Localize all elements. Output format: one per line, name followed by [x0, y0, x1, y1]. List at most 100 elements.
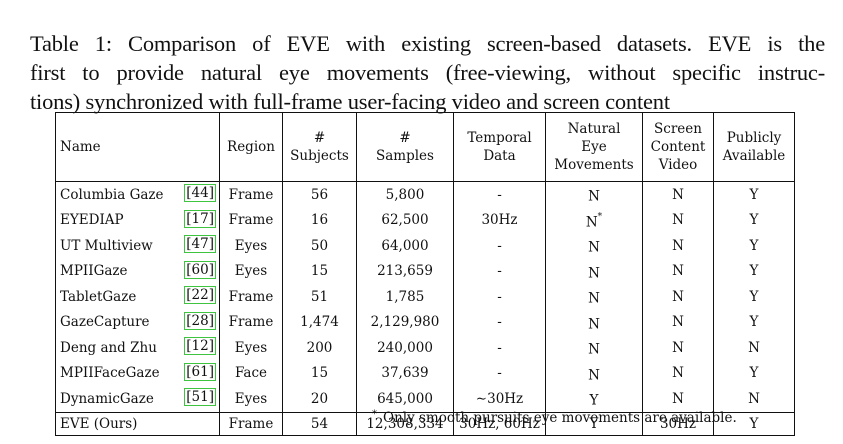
dataset-name-cell: MPIIFaceGaze [61] [55, 360, 220, 386]
temporal-cell: - [453, 360, 546, 386]
region-cell: Eyes [219, 335, 283, 361]
samples-cell: 64,000 [356, 233, 454, 259]
citation-link[interactable]: [61] [184, 362, 216, 381]
dataset-name: TabletGaze [60, 288, 137, 305]
region-cell: Frame [219, 411, 283, 436]
comparison-table: Name Region # Subjects # Samples Temporal D… [55, 112, 795, 436]
table-row: GazeCapture [28] Frame 1,474 2,129,980- N N Y [55, 309, 795, 335]
screen-cell: N [642, 233, 714, 259]
citation-link[interactable]: [17] [184, 209, 216, 228]
header-row: Name Region # Subjects # Samples Temporal D… [55, 112, 795, 182]
samples-cell: 645,000 [356, 386, 454, 412]
table-row: DynamicGaze [51] Eyes 20 645,000 ∼30Hz Y N N [55, 386, 795, 412]
screen-cell: N [642, 284, 714, 310]
header-name: Name [55, 112, 220, 182]
caption-line-1: Table 1: Comparison of EVE with existing… [30, 31, 825, 56]
dataset-name: EVE (Ours) [55, 411, 220, 436]
samples-cell: 62,500 [356, 207, 454, 233]
subjects-cell: 1,474 [282, 309, 357, 335]
natural-cell: N [545, 309, 643, 335]
samples-cell: 12,308,334 [356, 411, 454, 436]
footnote-mark: * [372, 409, 377, 420]
dataset-name-cell: DynamicGaze [51] [55, 386, 220, 412]
public-cell: N [713, 335, 795, 361]
temporal-cell: - [453, 258, 546, 284]
footnote-text: Only smooth pursuits eye movements are a… [383, 410, 737, 426]
samples-cell: 5,800 [356, 181, 454, 208]
dataset-name: DynamicGaze [60, 390, 154, 407]
screen-cell: N [642, 207, 714, 233]
citation-link[interactable]: [22] [184, 286, 216, 304]
natural-cell: N* [545, 207, 643, 233]
dataset-name-cell: UT Multiview [47] [55, 233, 220, 259]
natural-cell: N [545, 258, 643, 284]
table-row: MPIIFaceGaze [61] Face 15 37,639- N N Y [55, 360, 795, 386]
caption-line-3: tions) synchronized with full-frame user… [30, 89, 670, 114]
region-cell: Eyes [219, 233, 283, 259]
citation-link[interactable]: [47] [184, 235, 216, 253]
temporal-cell: - [453, 335, 546, 361]
dataset-name: GazeCapture [60, 314, 150, 331]
header-natural: Natural Eye Movements [545, 112, 643, 182]
screen-cell: N [642, 309, 714, 335]
samples-cell: 213,659 [356, 258, 454, 284]
dataset-name: Deng and Zhu [60, 339, 157, 356]
dataset-name: Columbia Gaze [60, 186, 164, 203]
footnote: * Only smooth pursuits eye movements are … [372, 409, 737, 426]
screen-cell: N [642, 386, 714, 412]
samples-cell: 240,000 [356, 335, 454, 361]
table-row: Columbia Gaze [44] Frame 56 5,800- N N Y [55, 181, 795, 208]
dataset-name: MPIIFaceGaze [60, 365, 160, 382]
citation-link[interactable]: [60] [184, 260, 216, 279]
region-cell: Frame [219, 284, 283, 310]
citation-link[interactable]: [12] [184, 337, 216, 355]
header-samples: # Samples [356, 112, 454, 182]
dataset-name-cell: Deng and Zhu [12] [55, 335, 220, 361]
subjects-cell: 51 [282, 284, 357, 310]
table-caption: Table 1: Comparison of EVE with existing… [30, 29, 825, 116]
table-row: MPIIGaze [60] Eyes 15 213,659- N N Y [55, 258, 795, 284]
table-row: EYEDIAP [17] Frame 16 62,500 30Hz N* N Y [55, 207, 795, 233]
dataset-name: UT Multiview [60, 237, 153, 254]
temporal-cell: 30Hz [453, 207, 546, 233]
temporal-cell: 30Hz, 60Hz [453, 411, 546, 436]
natural-cell: Y [545, 386, 643, 412]
dataset-name-cell: Columbia Gaze [44] [55, 181, 220, 208]
temporal-cell: ∼30Hz [453, 386, 546, 412]
public-cell: Y [713, 258, 795, 284]
subjects-cell: 56 [282, 181, 357, 208]
natural-cell: N [545, 233, 643, 259]
citation-link[interactable]: [28] [184, 311, 216, 330]
table-row-ours: EVE (Ours) Frame 54 12,308,334 30Hz, 60Hz Y 30… [55, 411, 795, 436]
public-cell: Y [713, 181, 795, 208]
natural-cell: N [545, 335, 643, 361]
public-cell: Y [713, 207, 795, 233]
screen-cell: 30Hz [642, 411, 714, 436]
temporal-cell: - [453, 181, 546, 208]
citation-link[interactable]: [44] [184, 184, 216, 202]
dataset-name: EYEDIAP [60, 212, 124, 229]
subjects-cell: 16 [282, 207, 357, 233]
region-cell: Eyes [219, 386, 283, 412]
region-cell: Frame [219, 181, 283, 208]
dataset-name-cell: GazeCapture [28] [55, 309, 220, 335]
dataset-name-cell: MPIIGaze [60] [55, 258, 220, 284]
public-cell: Y [713, 360, 795, 386]
natural-cell: N [545, 284, 643, 310]
samples-cell: 2,129,980 [356, 309, 454, 335]
dataset-name-cell: EYEDIAP [17] [55, 207, 220, 233]
region-cell: Frame [219, 309, 283, 335]
citation-link[interactable]: [51] [184, 388, 216, 406]
dataset-name-cell: TabletGaze [22] [55, 284, 220, 310]
header-screen: Screen Content Video [642, 112, 714, 182]
table-row: UT Multiview [47] Eyes 50 64,000- N N Y [55, 233, 795, 259]
region-cell: Face [219, 360, 283, 386]
screen-cell: N [642, 181, 714, 208]
public-cell: Y [713, 309, 795, 335]
temporal-cell: - [453, 284, 546, 310]
samples-cell: 1,785 [356, 284, 454, 310]
caption-line-2: first to provide natural eye movements (… [30, 60, 825, 85]
table-row: Deng and Zhu [12] Eyes 200 240,000- N N N [55, 335, 795, 361]
screen-cell: N [642, 335, 714, 361]
screen-cell: N [642, 258, 714, 284]
